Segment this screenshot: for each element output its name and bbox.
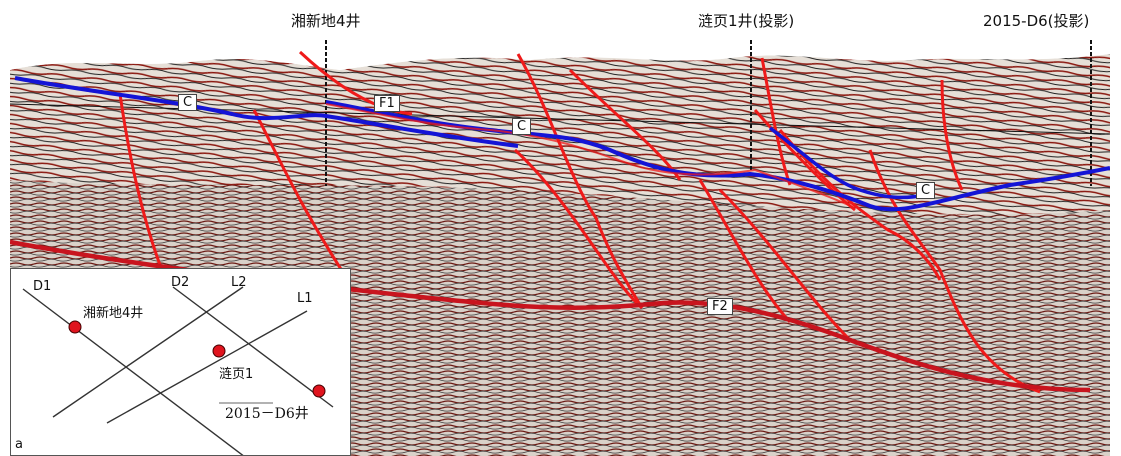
fault-minor-5 [513,148,643,310]
survey-line-d2 [172,286,334,408]
fault-minor-8 [718,188,852,342]
well-dot-2015-d6 [312,384,326,398]
horizon-label-c-left: C [178,94,198,111]
survey-line-d1 [22,288,244,455]
fault-minor-4 [516,53,644,309]
section-upper-body [10,54,1110,215]
well-title-xiangxindi4: 湘新地4井 [291,12,361,30]
well-title-lianye1: 涟页1井(投影) [698,12,795,30]
inset-well-label-2015-d6: 2015－D6井 [225,406,309,422]
fault-minor-9 [760,57,792,186]
survey-line-l2 [52,286,244,418]
inset-well-label-xiangxindi4: 湘新地4井 [83,306,144,321]
fault-label-f1: F1 [374,95,400,112]
fault-minor-7 [698,179,792,324]
location-map-svg [22,286,334,455]
inset-line-label-d1: D1 [33,279,52,294]
horizon-label-c-right: C [916,182,936,199]
fault-minor-13 [940,79,964,191]
inset-line-label-d2: D2 [171,275,190,290]
fault-minor-10 [753,109,856,212]
horizon-c-red-overlay [325,103,856,209]
inset-well-label-lianye1: 涟页1 [219,367,254,382]
horizon-c-segment-3 [768,126,926,200]
inset-line-label-l2: L2 [231,275,247,290]
fault-minor-1 [118,93,162,266]
section-top-edge [10,40,1110,70]
well-title-2015-d6: 2015-D6(投影) [983,12,1090,30]
survey-line-l1 [106,310,308,424]
horizon-c [14,76,1110,212]
location-map-inset: D1 D2 L2 L1 湘新地4井 涟页1 2015－D6井 a [10,268,351,456]
fault-minor-11 [778,129,942,281]
fault-minor-2 [252,109,350,281]
fault-label-f2: F2 [707,298,733,315]
inset-line-label-l1: L1 [297,291,313,306]
inset-panel-label: a [15,437,23,452]
horizon-c-segment-1 [14,76,519,148]
well-dot-xiangxindi4 [68,320,82,334]
horizon-label-c-middle: C [512,118,532,135]
fault-minor-12 [868,149,1041,394]
well-dot-lianye1 [212,344,226,358]
